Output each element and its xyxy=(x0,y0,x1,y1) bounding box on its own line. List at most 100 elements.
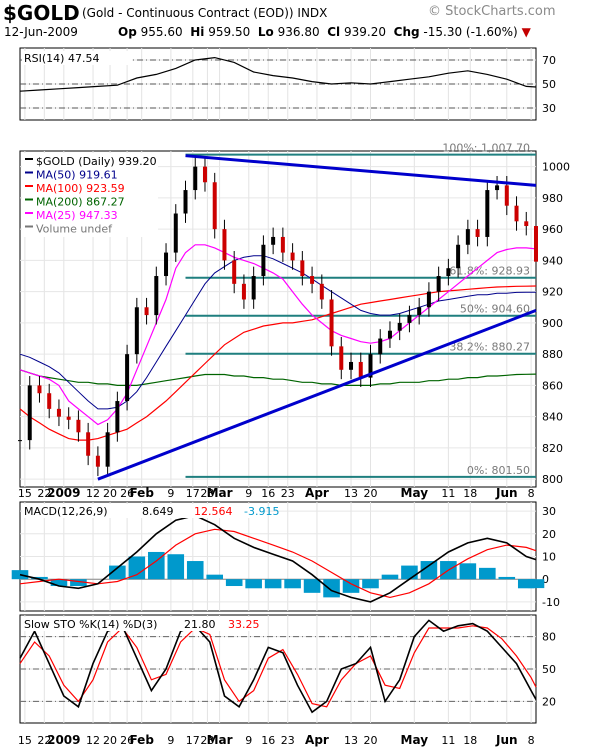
price-body xyxy=(368,354,373,378)
price-body xyxy=(504,185,509,206)
price-body xyxy=(456,244,461,269)
price-body xyxy=(465,229,470,245)
rsi-line xyxy=(19,56,537,92)
open-label: Op xyxy=(118,25,137,39)
price-body xyxy=(378,338,383,355)
price-ytick-label: 900 xyxy=(542,317,563,330)
x-tick-label-mid: 12 xyxy=(86,487,100,500)
price-body xyxy=(271,236,276,245)
legend-swatch xyxy=(25,185,33,187)
close-value: 939.20 xyxy=(344,25,386,39)
macd-histogram-bar xyxy=(459,563,477,580)
x-tick-label-bottom: 17 xyxy=(186,734,200,747)
price-body xyxy=(76,419,81,433)
x-tick-label-mid: 16 xyxy=(261,487,275,500)
exchange-text: INDX xyxy=(297,6,328,20)
legend-label: Volume undef xyxy=(36,223,113,236)
x-tick-label-bottom: 23 xyxy=(281,734,295,747)
description-text: (Gold - Continuous Contract (EOD)) xyxy=(82,6,294,20)
x-tick-label-mid: 22 xyxy=(37,487,51,500)
macd-histogram-bar xyxy=(342,579,360,593)
x-tick-label-bottom: Jun xyxy=(495,733,518,747)
price-body xyxy=(212,182,217,230)
price-ytick-label: 940 xyxy=(542,254,563,267)
sto-legend-label: 21.80 xyxy=(184,618,216,631)
price-body xyxy=(125,354,130,402)
sto-legend-label: Slow STO %K(14) %D(3) xyxy=(24,618,157,631)
x-tick-label-bottom: 13 xyxy=(344,734,358,747)
macd-histogram-bar xyxy=(420,561,438,580)
close-label: Cl xyxy=(327,25,341,39)
fib-level-label: 38.2%: 880.27 xyxy=(449,341,530,354)
symbol-description: (Gold - Continuous Contract (EOD)) INDX xyxy=(82,6,327,20)
price-body xyxy=(202,166,207,183)
price-ytick-label: 860 xyxy=(542,379,563,392)
price-body xyxy=(232,260,237,284)
macd-histogram-bar xyxy=(401,565,418,580)
macd-histogram-bar xyxy=(167,554,185,580)
price-body xyxy=(222,229,227,261)
price-body xyxy=(290,252,295,261)
price-body xyxy=(534,226,538,262)
macd-histogram-bar xyxy=(517,579,535,589)
price-body xyxy=(339,346,344,370)
legend-label: MA(25) 947.33 xyxy=(36,209,118,222)
legend-swatch xyxy=(25,171,33,174)
macd-histogram-bar xyxy=(498,576,516,580)
x-tick-label-bottom: 18 xyxy=(463,734,477,747)
price-body xyxy=(417,307,422,316)
macd-legend-label: -3.915 xyxy=(244,505,279,518)
price-body xyxy=(144,307,149,316)
macd-ytick-label: 0 xyxy=(542,573,549,586)
x-tick-label-bottom: 15 xyxy=(18,734,32,747)
price-ytick-label: 840 xyxy=(542,411,563,424)
price-body xyxy=(18,440,22,442)
x-tick-label-bottom: 20 xyxy=(103,734,117,747)
x-tick-label-bottom: 9 xyxy=(245,734,252,747)
price-body xyxy=(310,276,315,284)
legend-label: MA(100) 923.59 xyxy=(36,182,125,195)
price-body xyxy=(280,236,285,253)
price-body xyxy=(349,361,354,370)
price-body xyxy=(47,393,52,409)
fib-level-label: 0%: 801.50 xyxy=(467,464,530,477)
x-tick-label-mid: 13 xyxy=(344,487,358,500)
price-body xyxy=(95,455,100,467)
macd-line xyxy=(19,514,537,603)
x-tick-label-mid: 15 xyxy=(18,487,32,500)
trendline-upper xyxy=(185,154,537,187)
x-tick-label-bottom: 9 xyxy=(167,734,174,747)
x-tick-label-mid: 20 xyxy=(363,487,377,500)
macd-histogram-bar xyxy=(206,574,224,580)
macd-histogram-bar xyxy=(303,579,321,593)
x-tick-label-mid: 17 xyxy=(186,487,200,500)
change-value: -15.30 (-1.60%) xyxy=(423,25,518,39)
legend-swatch xyxy=(25,212,33,214)
sto-title-bg xyxy=(22,617,264,631)
price-ytick-label: 880 xyxy=(542,348,563,361)
x-tick-label-bottom: 12 xyxy=(86,734,100,747)
price-body xyxy=(319,283,324,300)
price-body xyxy=(495,185,500,191)
x-tick-label-bottom: Mar xyxy=(207,733,233,747)
macd-histogram-bar xyxy=(284,579,301,589)
macd-ytick-label: 10 xyxy=(542,551,556,564)
x-tick-label-bottom: 11 xyxy=(441,734,455,747)
x-tick-label-bottom: 23 xyxy=(200,734,214,747)
macd-signal-line xyxy=(19,528,537,599)
quote-date: 12-Jun-2009 xyxy=(4,25,78,39)
price-ytick-label: 820 xyxy=(542,442,563,455)
x-tick-label-mid: 23 xyxy=(200,487,214,500)
price-body xyxy=(446,268,451,277)
macd-histogram-bar xyxy=(527,579,545,589)
price-body xyxy=(300,260,305,277)
rsi-ytick-label: 50 xyxy=(542,78,556,91)
sto-ytick-label: 50 xyxy=(542,663,556,676)
macd-legend-label: 12.564 xyxy=(194,505,233,518)
price-ytick-label: 920 xyxy=(542,286,563,299)
low-label: Lo xyxy=(257,25,274,39)
ma200-line xyxy=(19,369,537,386)
x-tick-label-bottom: May xyxy=(401,733,429,747)
fib-level-label: 100%: 1,007.70 xyxy=(442,142,530,155)
